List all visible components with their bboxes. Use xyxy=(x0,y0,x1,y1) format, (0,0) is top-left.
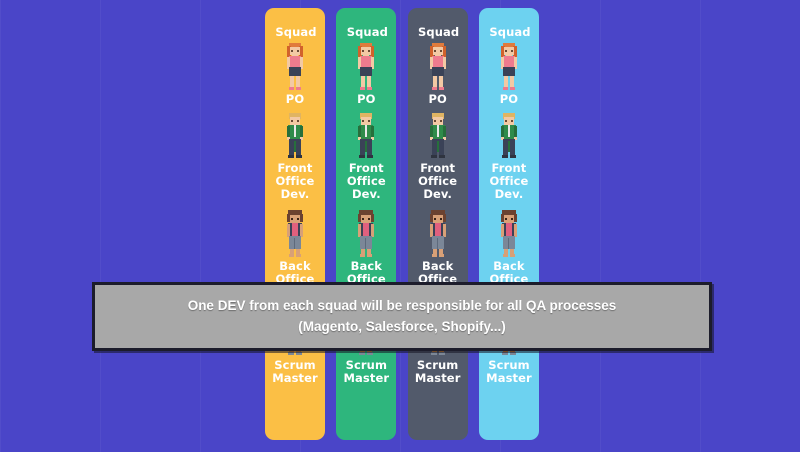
po-person-icon xyxy=(278,41,312,93)
squad-column-header: Squad xyxy=(346,25,388,39)
po-person-icon xyxy=(421,41,455,93)
front-office-dev-person-icon xyxy=(278,110,312,162)
qa-note-banner-text: One DEV from each squad will be responsi… xyxy=(188,296,617,337)
qa-note-line-1: One DEV from each squad will be responsi… xyxy=(187,298,617,314)
role-label: Front Office Dev. xyxy=(489,160,529,201)
role-label: PO xyxy=(428,91,447,106)
squad-column-header: Squad xyxy=(418,25,460,39)
role-slot[interactable]: PO xyxy=(478,41,540,106)
role-label: PO xyxy=(357,91,376,106)
po-person-icon xyxy=(492,41,526,93)
role-label: PO xyxy=(285,91,305,106)
qa-note-banner: One DEV from each squad will be responsi… xyxy=(92,282,712,351)
back-office-dev-person-icon xyxy=(278,208,312,260)
squad-column-header: Squad xyxy=(489,25,531,39)
role-slot[interactable]: Front Office Dev. xyxy=(264,110,326,201)
role-slot[interactable]: Front Office Dev. xyxy=(335,110,397,201)
role-label: Front Office Dev. xyxy=(346,160,386,201)
role-label: Scrum Master xyxy=(343,358,390,385)
front-office-dev-person-icon xyxy=(492,110,526,162)
role-label: PO xyxy=(499,91,519,106)
role-slot[interactable]: Front Office Dev. xyxy=(407,110,469,201)
back-office-dev-person-icon xyxy=(421,208,455,260)
qa-note-line-2: (Magento, Salesforce, Shopify...) xyxy=(298,318,506,334)
front-office-dev-person-icon xyxy=(421,110,455,162)
role-label: Scrum Master xyxy=(414,358,461,385)
role-slot[interactable]: PO xyxy=(264,41,326,106)
back-office-dev-person-icon xyxy=(492,208,526,260)
back-office-dev-person-icon xyxy=(349,208,383,260)
role-slot[interactable]: Front Office Dev. xyxy=(478,110,540,201)
po-person-icon xyxy=(349,41,383,93)
role-label: Scrum Master xyxy=(272,358,318,385)
front-office-dev-person-icon xyxy=(349,110,383,162)
role-slot[interactable]: PO xyxy=(335,41,397,106)
role-label: Front Office Dev. xyxy=(275,160,315,201)
squad-column-header: Squad xyxy=(275,25,317,39)
role-label: Scrum Master xyxy=(486,358,532,385)
role-slot[interactable]: PO xyxy=(407,41,469,106)
role-label: Front Office Dev. xyxy=(418,160,458,201)
